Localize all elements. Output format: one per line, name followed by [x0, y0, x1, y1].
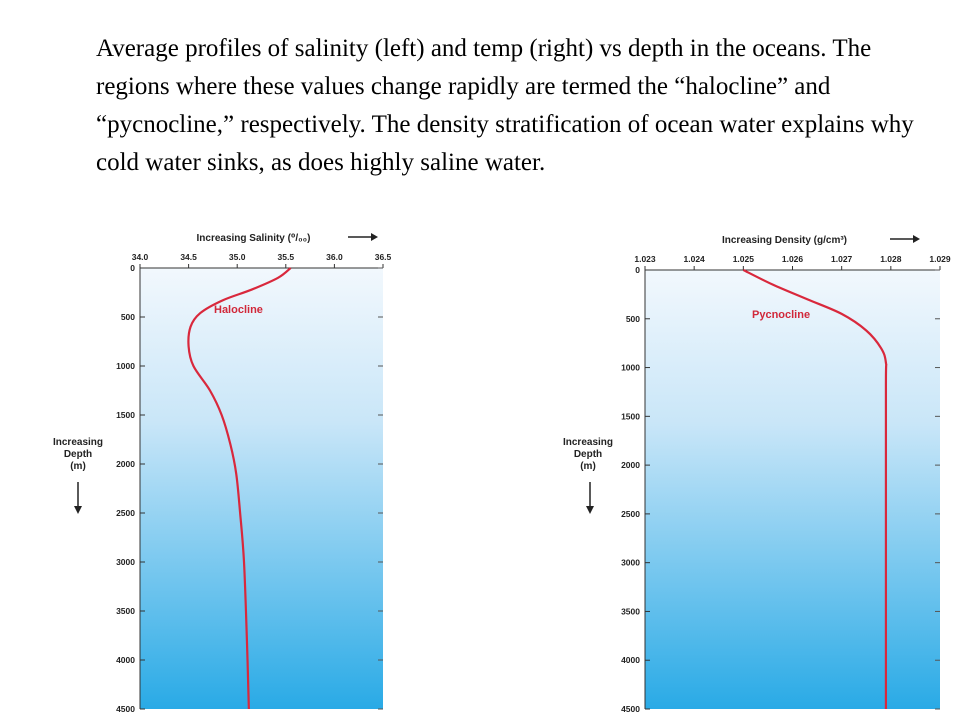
y-axis-title-line: (m) [70, 461, 86, 472]
y-axis-arrow-head [74, 506, 82, 514]
x-tick-label: 1.023 [634, 254, 656, 264]
x-tick-label: 1.025 [733, 254, 755, 264]
y-axis-title-line: (m) [580, 461, 596, 472]
x-tick-label: 1.026 [782, 254, 804, 264]
density-profile-chart: 1.023 1.024 1.025 1.026 1.027 1.028 1.029 Incre… [563, 235, 951, 714]
y-tick-label: 1500 [116, 410, 135, 420]
y-tick-label: 500 [626, 314, 640, 324]
salinity-profile-chart: 34.0 34.5 35.0 35.5 36.0 36.5 Increasing Salin… [53, 233, 392, 714]
x-tick-label: 34.5 [180, 252, 197, 262]
caption-text: Average profiles of salinity (left) and … [96, 35, 914, 176]
y-tick-label: 3000 [116, 557, 135, 567]
y-tick-label: 4000 [621, 655, 640, 665]
profile-curve [742, 269, 888, 709]
y-tick-label: 2500 [621, 509, 640, 519]
water-column [140, 268, 383, 709]
profile-curve [187, 267, 292, 710]
y-axis-title-line: Increasing [563, 437, 613, 448]
y-tick-label: 2000 [116, 459, 135, 469]
y-tick-label: 1500 [621, 411, 640, 421]
y-tick-label: 3500 [116, 606, 135, 616]
y-tick-label: 4500 [621, 704, 640, 714]
y-tick-label: 2500 [116, 508, 135, 518]
x-tick-label: 1.028 [880, 254, 902, 264]
x-tick-label: 36.0 [326, 252, 343, 262]
y-tick-label: 3500 [621, 606, 640, 616]
y-tick-label: 1000 [116, 361, 135, 371]
x-tick-label: 1.027 [831, 254, 853, 264]
curve-annotation: Halocline [214, 304, 263, 316]
y-tick-label: 0 [130, 263, 135, 273]
y-tick-label: 4500 [116, 704, 135, 714]
y-tick-label: 3000 [621, 558, 640, 568]
x-tick-label: 1.024 [684, 254, 706, 264]
x-axis-arrow-head [371, 233, 378, 241]
y-axis-title-line: Depth [64, 449, 92, 460]
y-axis-arrow-head [586, 506, 594, 514]
y-tick-label: 2000 [621, 460, 640, 470]
x-tick-label: 34.0 [132, 252, 149, 262]
x-axis-arrow-head [913, 235, 920, 243]
y-tick-label: 1000 [621, 363, 640, 373]
x-tick-label: 1.029 [929, 254, 951, 264]
curve-annotation: Pycnocline [752, 309, 810, 321]
y-axis-title-line: Increasing [53, 437, 103, 448]
x-axis-title: Increasing Density (g/cm³) [722, 235, 847, 246]
x-tick-label: 36.5 [375, 252, 392, 262]
y-tick-label: 0 [635, 265, 640, 275]
y-tick-label: 500 [121, 312, 135, 322]
x-tick-label: 35.5 [278, 252, 295, 262]
x-axis-title: Increasing Salinity (⁰/₀₀) [197, 233, 311, 244]
y-axis-title-line: Depth [574, 449, 602, 460]
x-tick-label: 35.0 [229, 252, 246, 262]
y-tick-label: 4000 [116, 655, 135, 665]
water-column [645, 270, 940, 709]
